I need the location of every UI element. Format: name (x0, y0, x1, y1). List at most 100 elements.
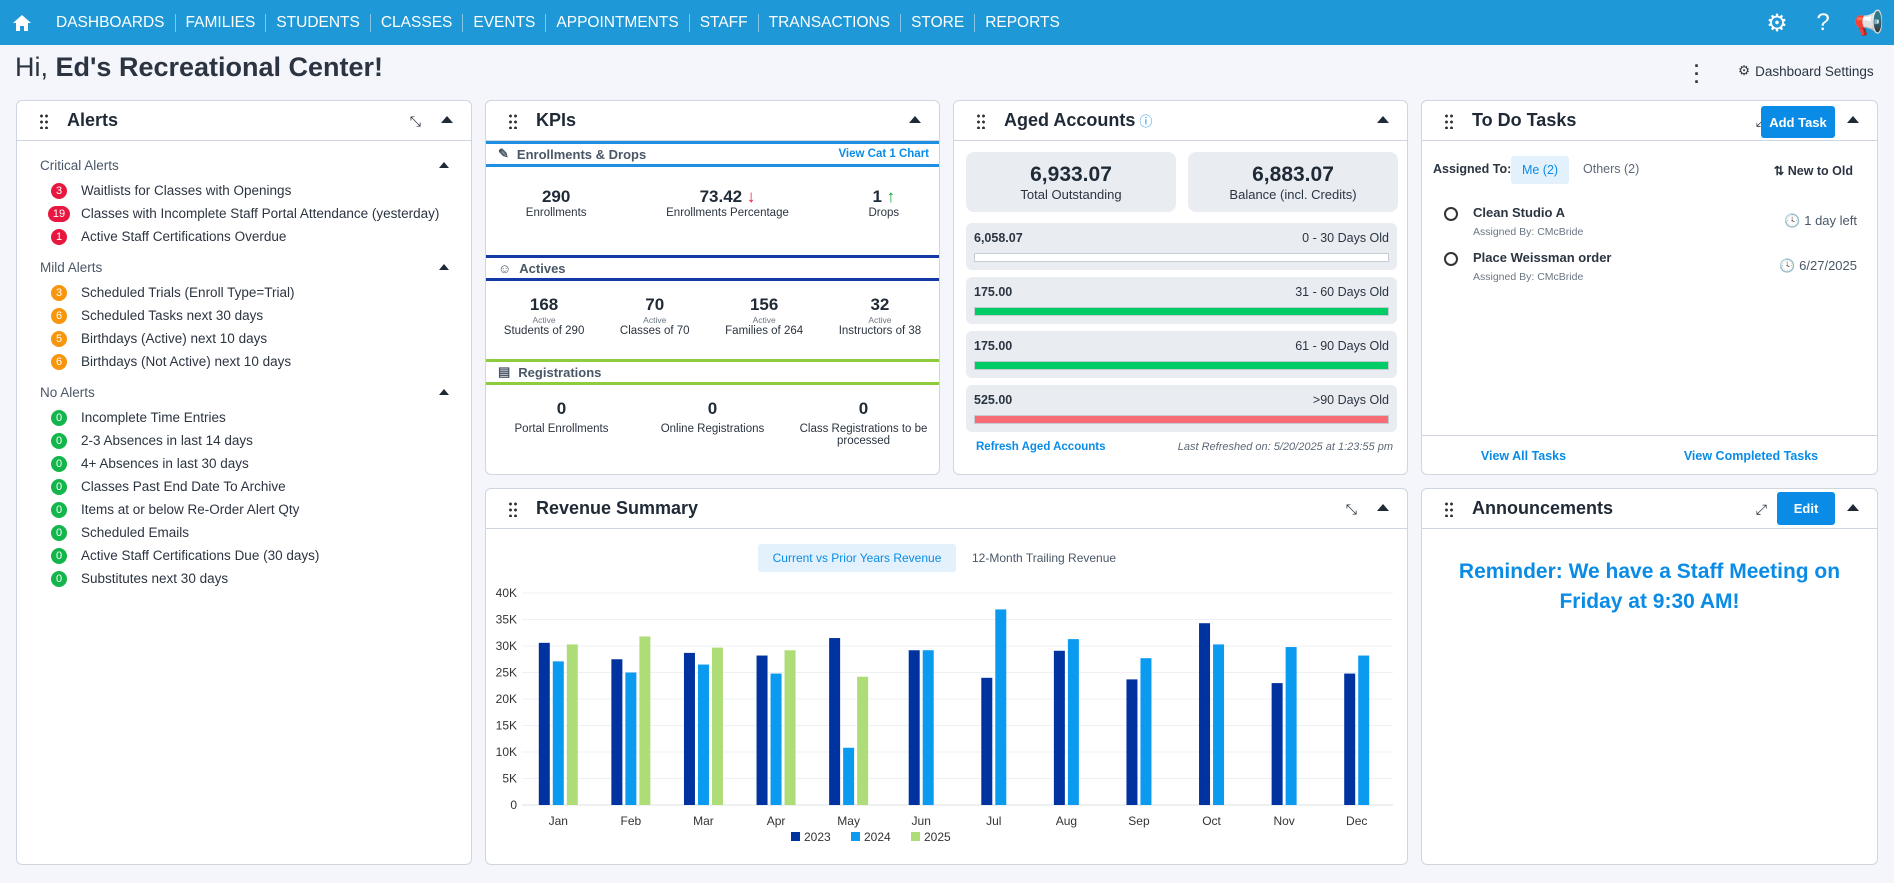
legend-label[interactable]: 2023 (804, 830, 831, 844)
bar-2023-Feb[interactable] (611, 659, 623, 805)
collapse-caret-icon[interactable] (439, 264, 449, 270)
alert-item[interactable]: 3 Waitlists for Classes with Openings (17, 179, 471, 202)
bar-2024-Feb[interactable] (625, 672, 637, 806)
gear-icon[interactable]: ⚙ (1766, 9, 1788, 37)
bar-2023-Jan[interactable] (538, 642, 550, 805)
help-icon[interactable]: ? (1816, 9, 1830, 36)
bar-2024-Sep[interactable] (1140, 658, 1152, 805)
sort-button[interactable]: ⇅ New to Old (1774, 163, 1853, 178)
alert-item[interactable]: 0 Incomplete Time Entries (17, 406, 471, 429)
bar-2024-Jan[interactable] (552, 661, 564, 805)
alert-item[interactable]: 0 4+ Absences in last 30 days (17, 452, 471, 475)
task-complete-radio[interactable] (1444, 207, 1458, 221)
bar-2023-Aug[interactable] (1053, 650, 1065, 805)
dashboard-settings-button[interactable]: ⚙ Dashboard Settings (1738, 63, 1874, 79)
alert-item[interactable]: 6 Scheduled Tasks next 30 days (17, 304, 471, 327)
collapse-caret-icon[interactable] (909, 116, 921, 123)
task-title[interactable]: Clean Studio A (1473, 205, 1565, 220)
drag-handle-icon[interactable] (508, 112, 518, 129)
legend-label[interactable]: 2024 (864, 830, 891, 844)
nav-families[interactable]: FAMILIES (176, 13, 267, 32)
alert-item[interactable]: 1 Active Staff Certifications Overdue (17, 225, 471, 248)
collapse-size-icon[interactable]: ⤡ (409, 113, 421, 129)
bar-2024-Aug[interactable] (1067, 639, 1079, 805)
alert-item[interactable]: 0 Active Staff Certifications Due (30 day… (17, 544, 471, 567)
nav-appointments[interactable]: APPOINTMENTS (546, 13, 690, 32)
nav-transactions[interactable]: TRANSACTIONS (759, 13, 902, 32)
collapse-caret-icon[interactable] (1377, 504, 1389, 511)
tab-trailing-revenue[interactable]: 12-Month Trailing Revenue (972, 551, 1117, 565)
alert-item[interactable]: 0 2-3 Absences in last 14 days (17, 429, 471, 452)
bar-2024-Mar[interactable] (697, 664, 709, 805)
drag-handle-icon[interactable] (39, 112, 49, 129)
collapse-caret-icon[interactable] (1847, 116, 1859, 123)
bar-2024-Dec[interactable] (1358, 655, 1370, 805)
bar-2025-May[interactable] (857, 676, 869, 805)
view-completed-tasks-link[interactable]: View Completed Tasks (1683, 449, 1819, 463)
collapse-caret-icon[interactable] (1377, 116, 1389, 123)
alert-section-header[interactable]: No Alerts (17, 383, 471, 401)
nav-students[interactable]: STUDENTS (266, 13, 371, 32)
bar-2025-Jan[interactable] (566, 644, 578, 805)
bar-2024-Jun[interactable] (922, 650, 934, 805)
alert-item[interactable]: 19 Classes with Incomplete Staff Portal A… (17, 202, 471, 225)
add-task-button[interactable]: Add Task (1761, 106, 1835, 138)
drag-handle-icon[interactable] (1444, 500, 1454, 517)
tab-others[interactable]: Others (2) (1583, 162, 1640, 176)
bar-2023-Jul[interactable] (981, 677, 993, 805)
bar-2023-Nov[interactable] (1271, 683, 1283, 805)
bar-2023-Jun[interactable] (908, 650, 920, 805)
bar-2025-Apr[interactable] (784, 650, 796, 805)
nav-dashboards[interactable]: DASHBOARDS (46, 13, 176, 32)
bar-2024-Nov[interactable] (1285, 647, 1297, 805)
bar-2023-Oct[interactable] (1199, 623, 1211, 805)
alert-item[interactable]: 6 Birthdays (Not Active) next 10 days (17, 350, 471, 373)
legend-label[interactable]: 2025 (924, 830, 951, 844)
view-all-tasks-link[interactable]: View All Tasks (1480, 449, 1567, 463)
help-icon[interactable]: ⓘ (1139, 114, 1153, 129)
bar-2025-Feb[interactable] (639, 636, 651, 805)
collapse-size-icon[interactable]: ⤡ (1345, 501, 1357, 517)
alert-item[interactable]: 0 Substitutes next 30 days (17, 567, 471, 590)
home-icon[interactable] (12, 13, 32, 33)
alert-item[interactable]: 0 Items at or below Re-Order Alert Qty (17, 498, 471, 521)
drag-handle-icon[interactable] (1444, 112, 1454, 129)
alert-item[interactable]: 0 Scheduled Emails (17, 521, 471, 544)
bar-2023-May[interactable] (829, 638, 841, 805)
nav-classes[interactable]: CLASSES (371, 13, 464, 32)
bar-2023-Apr[interactable] (756, 655, 768, 805)
edit-button[interactable]: Edit (1777, 492, 1835, 525)
bar-2023-Sep[interactable] (1126, 679, 1138, 805)
nav-reports[interactable]: REPORTS (985, 13, 1060, 31)
collapse-caret-icon[interactable] (439, 389, 449, 395)
megaphone-icon[interactable]: 📢 (1854, 9, 1884, 37)
alert-section-header[interactable]: Mild Alerts (17, 258, 471, 276)
tab-me[interactable]: Me (2) (1511, 156, 1569, 184)
tab-current-vs-prior[interactable]: Current vs Prior Years Revenue (758, 544, 956, 572)
alert-section-header[interactable]: Critical Alerts (17, 156, 471, 174)
bar-2025-Mar[interactable] (711, 647, 723, 805)
bar-2024-Apr[interactable] (770, 673, 782, 805)
expand-icon[interactable]: ⤢ (1755, 501, 1767, 517)
drag-handle-icon[interactable] (976, 112, 986, 129)
collapse-caret-icon[interactable] (439, 162, 449, 168)
view-cat1-chart-link[interactable]: View Cat 1 Chart (838, 148, 929, 160)
refresh-aged-accounts-link[interactable]: Refresh Aged Accounts (976, 441, 1106, 453)
alert-item[interactable]: 3 Scheduled Trials (Enroll Type=Trial) (17, 281, 471, 304)
more-options-icon[interactable]: · · · (1694, 56, 1700, 92)
nav-staff[interactable]: STAFF (690, 13, 759, 32)
collapse-caret-icon[interactable] (441, 116, 453, 123)
task-complete-radio[interactable] (1444, 252, 1458, 266)
collapse-caret-icon[interactable] (1847, 504, 1859, 511)
bar-2024-Oct[interactable] (1213, 644, 1225, 805)
bar-2023-Dec[interactable] (1344, 673, 1356, 805)
alert-item[interactable]: 5 Birthdays (Active) next 10 days (17, 327, 471, 350)
alert-item[interactable]: 0 Classes Past End Date To Archive (17, 475, 471, 498)
nav-store[interactable]: STORE (901, 13, 976, 32)
bar-2023-Mar[interactable] (683, 652, 695, 805)
drag-handle-icon[interactable] (508, 500, 518, 517)
nav-events[interactable]: EVENTS (463, 13, 547, 32)
task-title[interactable]: Place Weissman order (1473, 250, 1612, 265)
bar-2024-May[interactable] (843, 747, 855, 805)
bar-2024-Jul[interactable] (995, 609, 1007, 805)
